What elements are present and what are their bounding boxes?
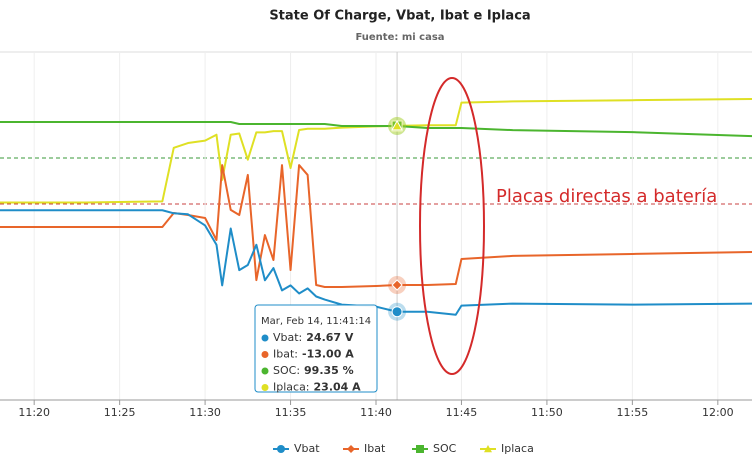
legend-label[interactable]: Iplaca bbox=[501, 442, 534, 455]
tooltip-row: Vbat: 24.67 V bbox=[273, 331, 354, 344]
x-tick-label: 11:40 bbox=[360, 406, 392, 419]
series-line bbox=[0, 164, 752, 288]
legend-label[interactable]: Vbat bbox=[294, 442, 320, 455]
tooltip-dot bbox=[261, 334, 269, 342]
legend-marker bbox=[484, 445, 492, 453]
marker bbox=[391, 306, 403, 318]
x-tick-label: 11:45 bbox=[446, 406, 478, 419]
series-group bbox=[0, 51, 752, 400]
tooltip-value: 24.67 V bbox=[306, 331, 354, 344]
annotation-ellipse bbox=[419, 77, 485, 375]
marker bbox=[391, 279, 403, 291]
x-tick-label: 11:25 bbox=[104, 406, 136, 419]
tooltip-dot bbox=[261, 384, 269, 391]
tooltip-value: -13.00 A bbox=[302, 348, 354, 361]
x-tick-label: 12:00 bbox=[702, 406, 734, 419]
legend-marker bbox=[347, 445, 355, 453]
tooltip-row: Iplaca: 23.04 A bbox=[273, 381, 361, 394]
x-tick-label: 11:50 bbox=[531, 406, 563, 419]
tooltip-row: SOC: 99.35 % bbox=[273, 364, 354, 377]
x-tick-label: 11:20 bbox=[18, 406, 50, 419]
series-line bbox=[0, 120, 752, 138]
tooltip-row: Ibat: -13.00 A bbox=[273, 348, 354, 361]
legend-label[interactable]: SOC bbox=[433, 442, 457, 455]
marker bbox=[391, 119, 403, 131]
x-tick-label: 11:35 bbox=[275, 406, 307, 419]
tooltip-label: Ibat: bbox=[273, 348, 298, 361]
tooltip-label: Iplaca: bbox=[273, 381, 310, 394]
chart-subtitle: Fuente: mi casa bbox=[355, 32, 444, 43]
tooltip-dot bbox=[261, 351, 269, 358]
tooltip-label: Vbat: bbox=[273, 331, 302, 344]
series-line bbox=[0, 209, 752, 316]
tooltip-value: 99.35 % bbox=[304, 364, 354, 377]
x-tick-label: 11:55 bbox=[617, 406, 649, 419]
legend-marker bbox=[277, 445, 285, 453]
legend-label[interactable]: Ibat bbox=[364, 442, 386, 455]
tooltip-box bbox=[254, 304, 378, 393]
x-tick-label: 11:30 bbox=[189, 406, 221, 419]
series-line bbox=[0, 98, 752, 204]
tooltip-header: Mar, Feb 14, 11:41:14 bbox=[261, 316, 371, 327]
tooltip-label: SOC: bbox=[273, 364, 300, 377]
tooltip-dot bbox=[261, 367, 269, 375]
chart-title: State Of Charge, Vbat, Ibat e Iplaca bbox=[269, 9, 530, 24]
annotation: Placas directas a batería bbox=[496, 186, 717, 207]
legend-marker bbox=[416, 445, 424, 453]
tooltip: Mar, Feb 14, 11:41:14 Vbat: 24.67 V Ibat: -… bbox=[254, 304, 378, 394]
tooltip-value: 23.04 A bbox=[314, 381, 362, 394]
